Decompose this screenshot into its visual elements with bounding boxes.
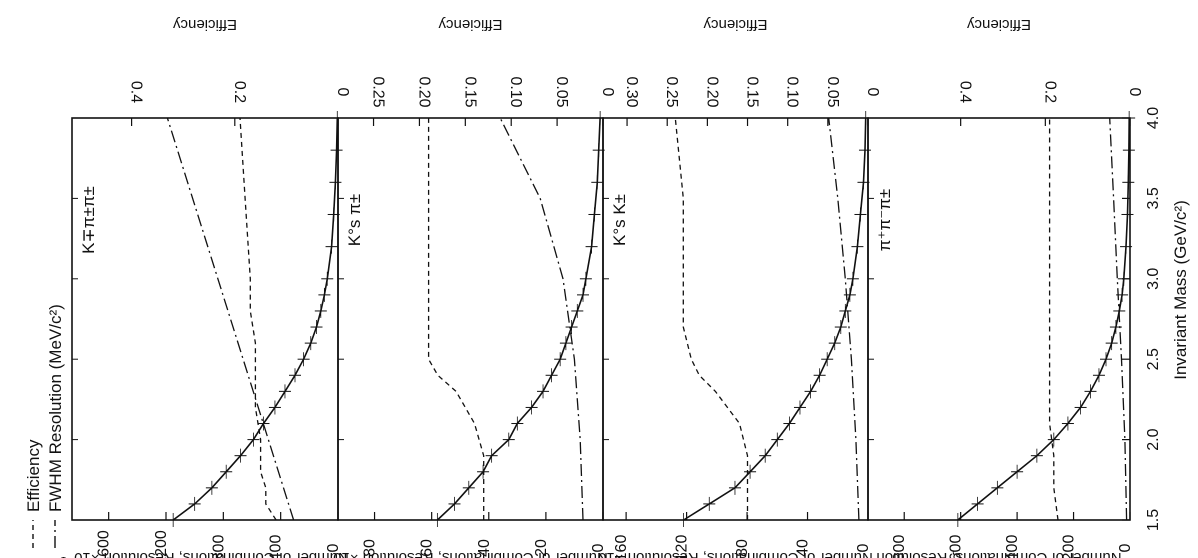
efficiency-line bbox=[427, 118, 485, 520]
efficiency-tick-label: 0.20 bbox=[703, 76, 720, 107]
mass-tick-label: 3.5 bbox=[1145, 187, 1162, 209]
efficiency-tick-label: 0.30 bbox=[623, 76, 640, 107]
efficiency-axis-label: Efficiency bbox=[438, 16, 502, 33]
efficiency-tick-label: 0.05 bbox=[824, 76, 841, 107]
efficiency-tick-label: 0.4 bbox=[957, 81, 974, 103]
value-tick-label: 160 bbox=[613, 535, 630, 558]
efficiency-tick-label: 0.4 bbox=[128, 81, 145, 103]
x-axis-label: Invariant Mass (GeV/c²) bbox=[1171, 200, 1190, 380]
mass-tick-label: 3.0 bbox=[1145, 268, 1162, 290]
panel-frame bbox=[602, 117, 869, 521]
mass-tick-label: 1.5 bbox=[1145, 509, 1162, 531]
efficiency-line bbox=[1048, 118, 1059, 521]
efficiency-tick-label: 0.15 bbox=[744, 76, 761, 107]
mass-tick-label: 4.0 bbox=[1145, 107, 1162, 129]
efficiency-tick-label: 0.2 bbox=[1041, 81, 1058, 103]
panel-1: 0 400 800 1200 1600 0 0.2 0.4 Number of Combinat… bbox=[61, 16, 351, 558]
fit-curve bbox=[436, 117, 601, 521]
efficiency-tick-label: 0 bbox=[1126, 88, 1143, 97]
resolution-line bbox=[499, 117, 584, 521]
value-tick-label: 60 bbox=[419, 539, 436, 557]
value-tick-label: 400 bbox=[268, 535, 285, 558]
value-tick-label: 80 bbox=[362, 539, 379, 557]
value-axis-label: Number of Combinations, Resolution ×10 bbox=[598, 549, 873, 558]
value-tick-label: 0 bbox=[325, 543, 342, 552]
value-tick-label: 600 bbox=[948, 535, 965, 558]
efficiency-tick-label: 0.15 bbox=[461, 76, 478, 107]
efficiency-tick-label: 0.20 bbox=[415, 76, 432, 107]
mass-tick-label: 2.5 bbox=[1145, 348, 1162, 370]
panel-frame bbox=[867, 117, 1131, 521]
legend: Efficiency FWHM Resolution (MeV/c²) bbox=[24, 304, 65, 548]
efficiency-tick-label: 0.25 bbox=[663, 76, 680, 107]
fit-curve bbox=[683, 117, 867, 521]
value-tick-label: 800 bbox=[891, 535, 908, 558]
value-tick-label: 400 bbox=[1004, 535, 1021, 558]
panel-3: 0 40 80 120 160 0 0.05 0.10 0.15 0.20 0.25 0.30 Numb… bbox=[598, 16, 881, 558]
fit-curve bbox=[957, 117, 1130, 521]
panel-4: 0 200 400 600 800 0 0.2 0.4 Number of Combinatio… bbox=[867, 16, 1143, 558]
efficiency-tick-label: 0.10 bbox=[784, 76, 801, 107]
value-tick-label: 800 bbox=[210, 535, 227, 558]
value-axis-label: Number of Combinations, Resolution ×10 bbox=[333, 549, 608, 558]
value-tick-label: 0 bbox=[1117, 543, 1134, 552]
reaction-label: K∓π±π± bbox=[79, 186, 98, 254]
panel-frame bbox=[337, 117, 604, 521]
efficiency-tick-label: 0.05 bbox=[553, 76, 570, 107]
value-tick-label: 80 bbox=[734, 539, 751, 557]
value-tick-label: 1600 bbox=[96, 530, 113, 558]
reaction-label: π⁺π⁻π± bbox=[875, 189, 894, 251]
value-axis-label: Number of Combinations, Resolution ×10⁻¹ bbox=[61, 549, 349, 558]
fit-curve bbox=[172, 117, 339, 521]
value-tick-label: 0 bbox=[855, 543, 872, 552]
value-tick-label: 0 bbox=[590, 543, 607, 552]
legend-resolution-label: FWHM Resolution (MeV/c²) bbox=[46, 304, 65, 512]
reaction-label: K°s π± bbox=[345, 194, 364, 246]
value-tick-label: 200 bbox=[1061, 535, 1078, 558]
resolution-line bbox=[828, 117, 860, 521]
value-tick-label: 120 bbox=[674, 535, 691, 558]
resolution-line bbox=[1109, 117, 1128, 521]
legend-efficiency-label: Efficiency bbox=[24, 439, 43, 512]
efficiency-tick-label: 0.25 bbox=[370, 76, 387, 107]
value-tick-label: 1200 bbox=[153, 530, 170, 558]
efficiency-tick-label: 0.2 bbox=[231, 81, 248, 103]
efficiency-line bbox=[674, 117, 749, 520]
reaction-label: K°s K± bbox=[610, 194, 629, 246]
efficiency-tick-label: 0 bbox=[864, 88, 881, 97]
mass-tick-label: 2.0 bbox=[1145, 428, 1162, 450]
value-tick-label: 20 bbox=[533, 539, 550, 557]
value-axis-label: Number of Combinations, Resolution bbox=[876, 549, 1121, 558]
efficiency-axis-label: Efficiency bbox=[703, 16, 767, 33]
efficiency-tick-label: 0 bbox=[599, 88, 616, 97]
efficiency-tick-label: 0.10 bbox=[507, 76, 524, 107]
value-tick-label: 40 bbox=[476, 539, 493, 557]
resolution-line bbox=[166, 117, 295, 521]
efficiency-axis-label: Efficiency bbox=[173, 16, 237, 33]
panel-frame bbox=[71, 117, 339, 521]
efficiency-axis-label: Efficiency bbox=[967, 16, 1031, 33]
value-tick-label: 40 bbox=[795, 539, 812, 557]
efficiency-tick-label: 0 bbox=[334, 88, 351, 97]
efficiency-line bbox=[239, 117, 277, 521]
panel-2: 0 20 40 60 80 0 0.05 0.10 0.15 0.20 0.25 Number of … bbox=[333, 16, 616, 558]
